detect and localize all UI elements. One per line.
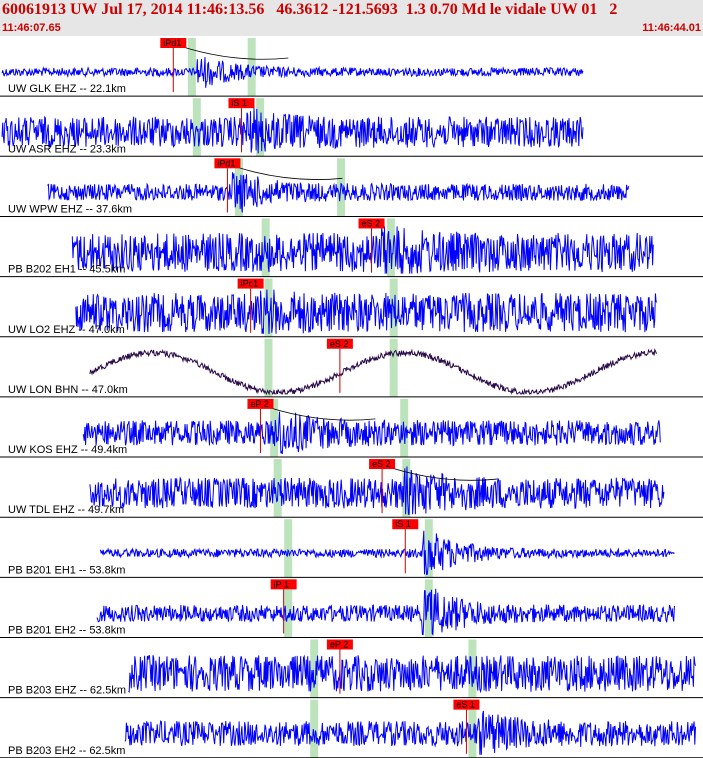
trace-row: iS 1 PB B201 EH1 -- 53.8km <box>0 519 703 578</box>
waveform <box>128 654 696 694</box>
pick-window <box>264 278 273 337</box>
trace-row: iP 1 PB B201 EH2 -- 53.8km <box>0 579 703 638</box>
station-label: PB B202 EH1 -- 45.5km <box>8 264 125 276</box>
trace-row: eS 2 UW TDL EHZ -- 49.7km <box>0 459 703 518</box>
trace-row: eS 2 UW LON BHN -- 47.0km <box>0 338 703 398</box>
pick-marker <box>228 98 255 109</box>
pick-label: eP 2 <box>330 640 348 650</box>
pick-marker <box>247 398 274 409</box>
trace-row: iPd1 UW WPW EHZ -- 37.6km <box>0 158 703 217</box>
pick-marker <box>326 338 353 349</box>
event-title: 60061913 UW Jul 17, 2014 11:46:13.56 46.… <box>2 1 618 18</box>
pick-marker <box>369 459 396 470</box>
pick-label: eP 2 <box>250 399 268 409</box>
pick-window <box>264 338 273 397</box>
pick-marker <box>358 218 385 229</box>
station-label: UW KOS EHZ -- 49.4km <box>8 444 127 456</box>
pick-marker <box>214 158 241 169</box>
pick-label: iPd1 <box>163 38 181 48</box>
station-label: UW GLK EHZ -- 22.1km <box>8 83 126 95</box>
waveform <box>1 57 584 88</box>
pick-marker <box>392 519 419 530</box>
station-label: UW ASR EHZ -- 23.3km <box>8 143 126 155</box>
waveform <box>99 530 675 576</box>
pick-window <box>389 338 398 397</box>
event-header: 60061913 UW Jul 17, 2014 11:46:13.56 46.… <box>0 0 703 36</box>
pick-window <box>468 639 477 698</box>
waveform <box>47 172 630 213</box>
station-label: UW LO2 EHZ -- 47.0km <box>8 324 125 336</box>
pick-window <box>310 699 319 758</box>
station-label: PB B201 EH2 -- 53.8km <box>8 625 125 637</box>
pick-marker <box>453 699 480 710</box>
waveform <box>89 466 665 515</box>
trace-row: iS 1 UW ASR EHZ -- 23.3km <box>0 98 703 157</box>
trace-row: eS 1 PB B203 EH2 -- 62.5km <box>0 699 703 758</box>
trace-row: eS 2 PB B202 EH1 -- 45.5km <box>0 218 703 278</box>
pick-window <box>270 398 279 458</box>
pick-label: eS 1 <box>456 700 475 710</box>
pick-window <box>247 38 256 97</box>
trace-row: iPd1 UW GLK EHZ -- 22.1km <box>0 38 703 97</box>
waveform <box>124 710 696 755</box>
pick-window <box>468 699 477 758</box>
pick-label: eS 2 <box>330 339 349 349</box>
waveform <box>96 588 675 636</box>
waveform <box>82 411 661 455</box>
station-label: PB B203 EH2 -- 62.5km <box>8 745 125 757</box>
pick-label: iS 1 <box>231 98 247 108</box>
pick-marker <box>270 579 297 590</box>
trace-row: eP 2 PB B203 EHZ -- 62.5km <box>0 639 703 699</box>
pick-marker <box>326 639 353 650</box>
trace-panel[interactable]: iPd1 UW GLK EHZ -- 22.1km iS 1 UW ASR EHZ -… <box>0 36 703 758</box>
pick-label: eS 2 <box>372 459 391 469</box>
pick-window <box>310 639 319 698</box>
pick-label: iP 1 <box>274 579 289 589</box>
waveform <box>71 226 654 274</box>
pick-label: iPc1 <box>241 279 259 289</box>
pick-label: eS 2 <box>362 218 381 228</box>
station-label: PB B201 EH1 -- 53.8km <box>8 564 125 576</box>
waveform <box>75 289 658 334</box>
pick-marker <box>160 38 187 48</box>
pick-marker <box>237 278 264 289</box>
pick-window <box>424 579 433 638</box>
waveform <box>1 107 584 154</box>
pick-window <box>187 38 196 97</box>
trace-row: iPc1 UW LO2 EHZ -- 47.0km <box>0 278 703 338</box>
waveform <box>89 348 657 396</box>
station-label: PB B203 EHZ -- 62.5km <box>8 685 126 697</box>
station-label: UW WPW EHZ -- 37.6km <box>8 203 132 215</box>
pick-window <box>284 579 293 638</box>
station-label: UW LON BHN -- 47.0km <box>8 384 128 396</box>
station-label: UW TDL EHZ -- 49.7km <box>8 504 124 516</box>
pick-label: iS 1 <box>395 519 411 529</box>
end-time-label: 11:46:44.01 <box>642 22 701 34</box>
trace-row: eP 2 UW KOS EHZ -- 49.4km <box>0 398 703 458</box>
pick-label: iPd1 <box>217 158 235 168</box>
start-time-label: 11:46:07.65 <box>2 22 61 34</box>
pick-window <box>284 519 293 578</box>
